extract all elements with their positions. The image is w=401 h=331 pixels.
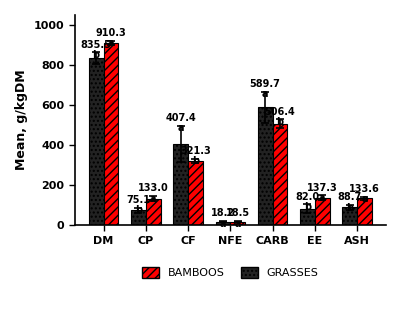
Bar [300, 209, 315, 225]
Bar [273, 124, 288, 225]
Text: a: a [361, 195, 368, 205]
Bar [188, 161, 203, 225]
Text: 589.7: 589.7 [250, 79, 281, 89]
Text: b: b [304, 202, 311, 212]
Text: 18.2: 18.2 [211, 209, 235, 218]
Text: a: a [108, 38, 114, 48]
Text: 133.6: 133.6 [349, 184, 380, 194]
Text: 321.3: 321.3 [180, 146, 211, 156]
Text: 137.3: 137.3 [307, 182, 338, 193]
Text: a: a [262, 89, 268, 99]
Text: 75.1: 75.1 [126, 195, 150, 205]
Bar [173, 144, 188, 225]
Bar [342, 208, 357, 225]
Bar [357, 199, 372, 225]
Text: 133.0: 133.0 [138, 183, 168, 193]
Bar [215, 221, 230, 225]
Bar [230, 221, 245, 225]
Text: a: a [319, 193, 326, 203]
Text: b: b [346, 203, 353, 213]
Bar [258, 107, 273, 225]
Bar [131, 210, 146, 225]
Bar [89, 58, 103, 225]
Text: 407.4: 407.4 [165, 113, 196, 123]
Bar [146, 199, 160, 225]
Text: a: a [220, 219, 226, 229]
Text: 835.5: 835.5 [81, 39, 111, 50]
Text: 18.5: 18.5 [226, 209, 250, 218]
Text: a: a [177, 123, 184, 133]
Text: 506.4: 506.4 [265, 107, 295, 117]
Text: b: b [93, 50, 100, 60]
Text: b: b [276, 117, 284, 127]
Text: 82.0: 82.0 [296, 192, 320, 202]
Y-axis label: Mean, g/kgDM: Mean, g/kgDM [15, 70, 28, 170]
Text: a: a [150, 194, 156, 204]
Legend: BAMBOOS, GRASSES: BAMBOOS, GRASSES [138, 262, 323, 283]
Text: b: b [135, 206, 142, 215]
Text: b: b [192, 156, 199, 166]
Text: 88.7: 88.7 [338, 192, 362, 202]
Bar [103, 43, 118, 225]
Bar [315, 198, 330, 225]
Text: 910.3: 910.3 [95, 28, 126, 38]
Text: a: a [235, 219, 241, 229]
